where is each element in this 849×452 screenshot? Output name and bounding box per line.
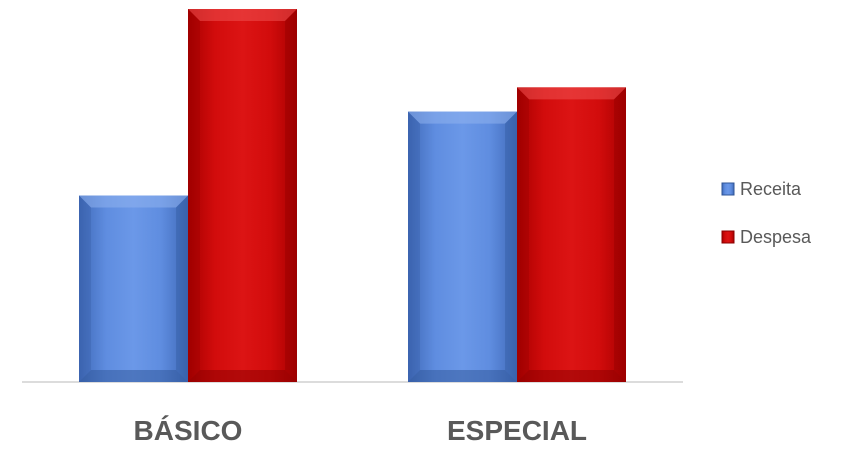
legend-swatch [721,230,735,244]
x-tick-label: ESPECIAL [447,415,587,446]
legend-swatch [721,182,735,196]
x-tick-labels: BÁSICO ESPECIAL [134,415,587,446]
x-tick-label: BÁSICO [134,415,243,446]
bar-despesa-2 [517,87,626,382]
bar-receita-1 [79,195,188,382]
legend-item-receita: Receita [721,179,802,199]
bar-receita-2 [408,111,517,382]
legend-item-despesa: Despesa [721,227,812,247]
legend: Receita Despesa [721,179,812,247]
bars-layer [79,9,626,382]
legend-label: Receita [740,179,802,199]
legend-label: Despesa [740,227,812,247]
bar-despesa-1 [188,9,297,382]
